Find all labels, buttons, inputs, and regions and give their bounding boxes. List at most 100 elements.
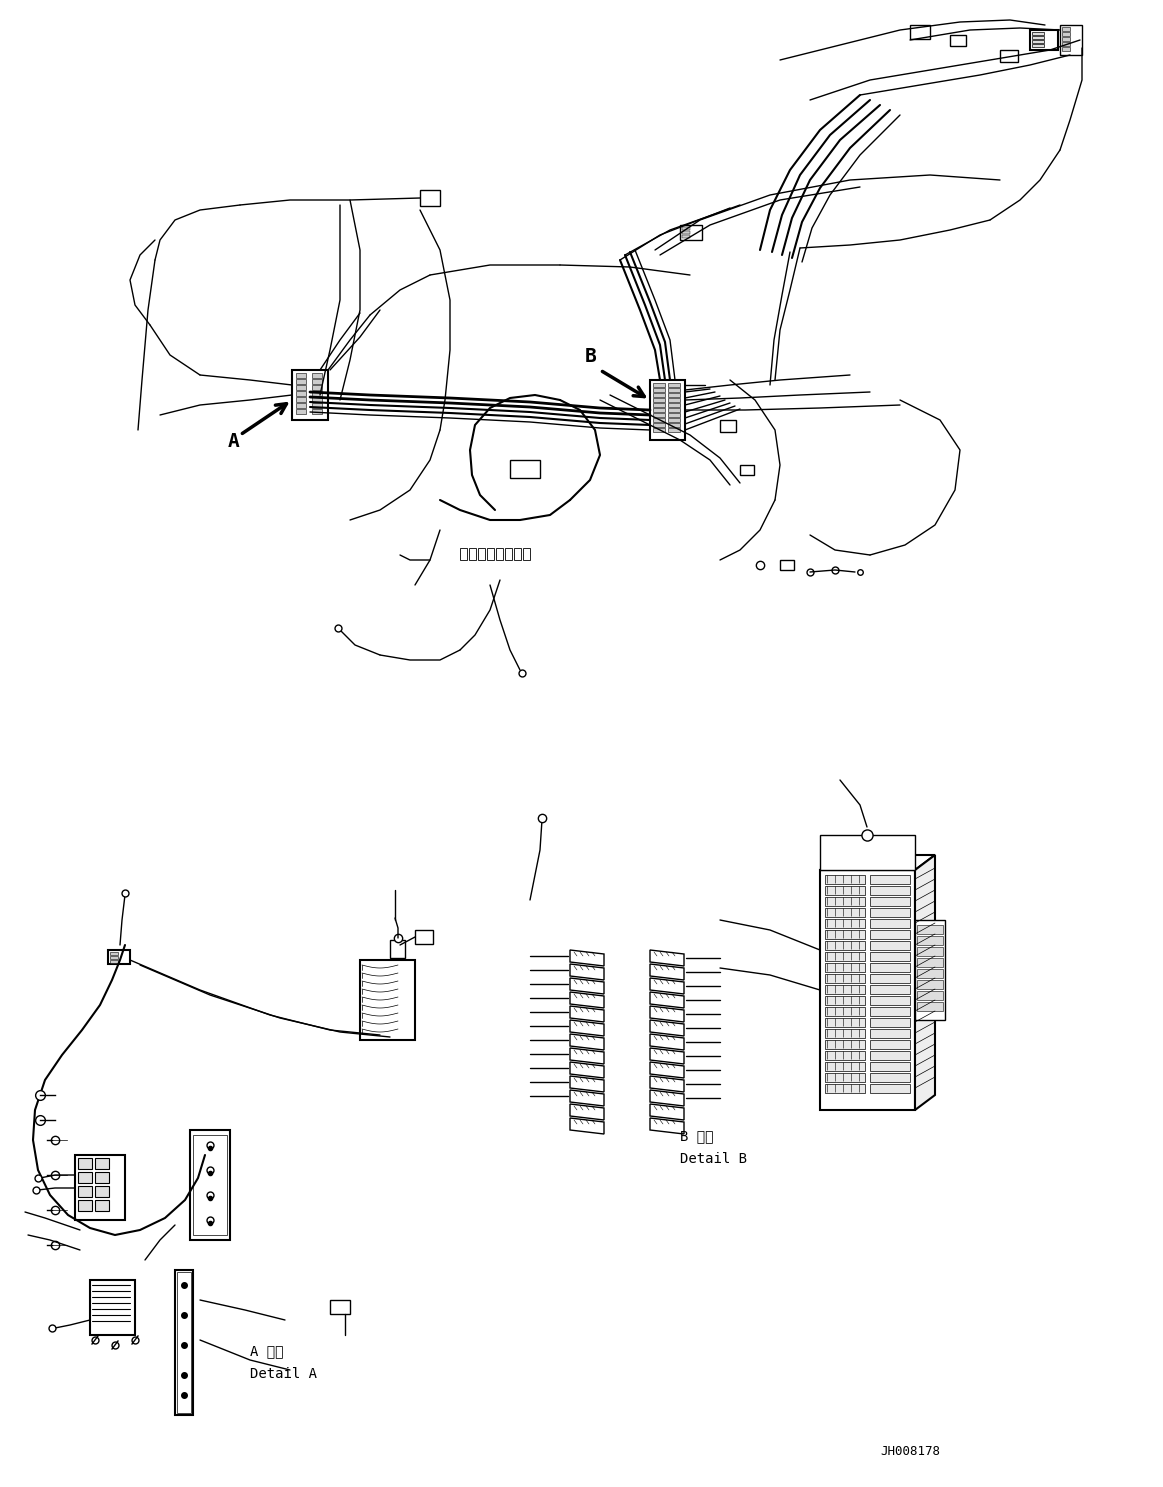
Bar	[478, 549, 485, 561]
Bar	[312, 391, 322, 396]
Bar	[297, 391, 306, 396]
Bar	[825, 886, 865, 895]
Bar	[292, 370, 328, 419]
Bar	[825, 1007, 865, 1016]
Polygon shape	[650, 950, 684, 967]
Bar	[511, 459, 540, 477]
Bar	[1032, 40, 1044, 43]
Bar	[110, 952, 117, 955]
Bar	[668, 384, 680, 387]
Bar	[95, 1172, 109, 1184]
Bar	[652, 428, 665, 433]
Bar	[95, 1200, 109, 1210]
Bar	[825, 1084, 865, 1093]
Bar	[1062, 37, 1070, 42]
Bar	[1062, 33, 1070, 36]
Bar	[1032, 45, 1044, 48]
Bar	[682, 230, 690, 233]
Bar	[330, 1300, 350, 1315]
Bar	[916, 980, 943, 989]
Bar	[825, 897, 865, 906]
Polygon shape	[820, 855, 935, 870]
Bar	[916, 947, 943, 956]
Bar	[312, 409, 322, 413]
Polygon shape	[570, 1103, 604, 1120]
Polygon shape	[650, 1033, 684, 1050]
Bar	[870, 909, 909, 917]
Bar	[870, 1074, 909, 1083]
Bar	[825, 1019, 865, 1028]
Bar	[297, 409, 306, 413]
Bar	[820, 836, 915, 870]
Bar	[1032, 36, 1044, 39]
Polygon shape	[650, 992, 684, 1008]
Bar	[190, 1130, 230, 1240]
Bar	[361, 961, 415, 1039]
Bar	[916, 990, 943, 999]
Polygon shape	[570, 964, 604, 980]
Text: Detail A: Detail A	[250, 1367, 317, 1381]
Bar	[652, 418, 665, 422]
Polygon shape	[915, 855, 935, 1109]
Bar	[297, 397, 306, 401]
Bar	[916, 958, 943, 967]
Bar	[916, 1002, 943, 1011]
Bar	[461, 549, 468, 561]
Polygon shape	[570, 1048, 604, 1065]
Bar	[825, 1039, 865, 1048]
Bar	[78, 1172, 92, 1184]
Polygon shape	[650, 978, 684, 993]
Polygon shape	[570, 1077, 604, 1091]
Bar	[668, 388, 680, 393]
Bar	[668, 413, 680, 416]
Bar	[870, 929, 909, 938]
Bar	[177, 1271, 191, 1413]
Bar	[1032, 33, 1044, 36]
Bar	[174, 1270, 193, 1416]
Polygon shape	[570, 1007, 604, 1022]
Bar	[652, 407, 665, 412]
Bar	[825, 874, 865, 883]
Polygon shape	[570, 1033, 604, 1050]
Bar	[312, 403, 322, 407]
Text: Detail B: Detail B	[680, 1152, 747, 1166]
Bar	[916, 925, 943, 934]
Bar	[108, 950, 130, 964]
Polygon shape	[650, 1118, 684, 1135]
Bar	[1030, 30, 1058, 51]
Bar	[825, 919, 865, 928]
Bar	[110, 961, 117, 964]
Polygon shape	[650, 1077, 684, 1091]
Bar	[825, 996, 865, 1005]
Bar	[312, 385, 322, 390]
Bar	[825, 941, 865, 950]
Bar	[1062, 27, 1070, 31]
Bar	[825, 1051, 865, 1060]
Text: A: A	[228, 433, 240, 451]
Bar	[514, 549, 521, 561]
Bar	[469, 549, 476, 561]
Bar	[312, 397, 322, 401]
Bar	[870, 919, 909, 928]
Bar	[870, 1051, 909, 1060]
Bar	[390, 940, 405, 958]
Bar	[870, 897, 909, 906]
Bar	[668, 399, 680, 401]
Polygon shape	[570, 950, 604, 967]
Text: A 詳細: A 詳細	[250, 1344, 284, 1358]
Polygon shape	[650, 1062, 684, 1078]
Bar	[74, 1155, 124, 1219]
Bar	[916, 935, 943, 946]
Bar	[193, 1135, 227, 1236]
Bar	[720, 419, 736, 433]
Polygon shape	[570, 1118, 604, 1135]
Polygon shape	[650, 1048, 684, 1065]
Polygon shape	[570, 1090, 604, 1106]
Polygon shape	[650, 1090, 684, 1106]
Bar	[825, 974, 865, 983]
Bar	[652, 388, 665, 393]
Polygon shape	[650, 1007, 684, 1022]
Bar	[1059, 25, 1082, 55]
Bar	[870, 1019, 909, 1028]
Bar	[652, 399, 665, 401]
